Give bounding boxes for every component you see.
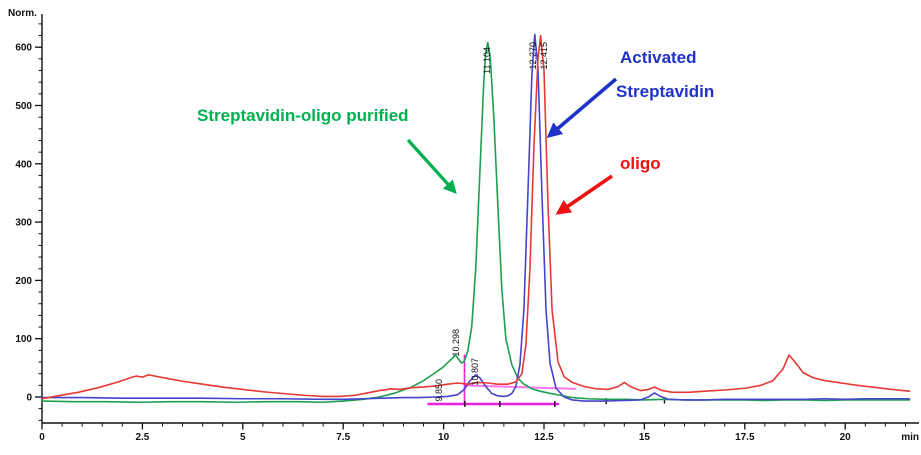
x-tick-label: 0 [39, 432, 45, 443]
x-tick-label: 12.5 [534, 432, 554, 443]
peak-rt-label: 10.807 [470, 358, 480, 386]
x-tick-label: 20 [840, 432, 852, 443]
x-axis-unit-label: min [901, 432, 919, 443]
annotation-oligo: oligo [620, 154, 661, 173]
y-tick-label: 400 [15, 159, 32, 170]
annotation-activated-line2: Streptavidin [616, 82, 715, 101]
y-tick-label: 100 [15, 334, 32, 345]
x-tick-label: 2.5 [135, 432, 149, 443]
peak-rt-label: 12.270 [527, 42, 538, 70]
y-tick-label: 500 [15, 101, 32, 112]
trace-streptavidin-oligo-purified [41, 41, 911, 404]
y-tick-label: 0 [26, 393, 32, 404]
x-tick-label: 10 [438, 432, 450, 443]
peak-rt-label: 11.104 [481, 47, 492, 74]
x-tick-label: 17.5 [735, 432, 755, 443]
x-tick-label: 15 [639, 432, 651, 443]
peak-rt-label: 9.850 [433, 379, 444, 402]
arrow-purified [406, 138, 457, 194]
y-tick-label: 300 [15, 218, 32, 229]
x-tick-label: 5 [240, 432, 246, 443]
trace-oligo [41, 34, 911, 400]
annotation-streptavidin-oligo-purified: Streptavidin-oligo purified [197, 106, 409, 125]
integration-baseline-high [464, 384, 577, 390]
annotation-activated-line1: Activated [620, 48, 697, 67]
arrow-oligo [555, 174, 614, 215]
y-tick-label: 600 [15, 43, 32, 54]
peak-rt-label: 12.415 [538, 42, 549, 70]
y-tick-label: 200 [15, 276, 32, 287]
arrow-activated [546, 77, 618, 138]
peak-rt-label: 10.298 [450, 329, 461, 357]
y-axis-title: Norm. [8, 8, 37, 19]
x-tick-label: 7.5 [336, 432, 350, 443]
trace-activated-streptavidin [41, 33, 911, 402]
